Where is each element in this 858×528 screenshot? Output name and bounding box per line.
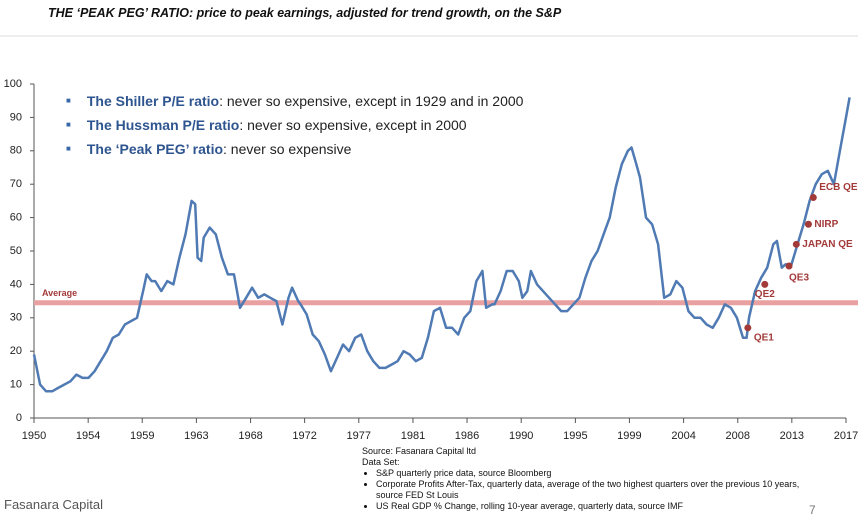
source-notes: Source: Fasanara Capital ltd Data Set: S… (362, 446, 822, 512)
source-item: Corporate Profits After-Tax, quarterly d… (376, 479, 822, 501)
x-tick-label: 1954 (76, 430, 100, 442)
y-tick-label: 10 (10, 379, 22, 391)
source-list: S&P quarterly price data, source Bloombe… (362, 468, 822, 512)
bullet: The Shiller P/E ratio: never so expensiv… (66, 93, 524, 117)
bullet-list: The Shiller P/E ratio: never so expensiv… (66, 93, 524, 165)
y-tick-label: 40 (10, 278, 22, 290)
annotation-dot (804, 220, 812, 228)
x-tick-label: 1990 (509, 430, 533, 442)
x-tick-label: 1986 (455, 430, 479, 442)
annotation-dot (761, 280, 769, 288)
x-tick-label: 2013 (780, 430, 804, 442)
annotation-label: QE1 (754, 332, 774, 343)
x-tick-label: 1981 (401, 430, 425, 442)
y-tick-label: 90 (10, 111, 22, 123)
line (32, 97, 851, 393)
annotation-dot (809, 194, 817, 202)
x-tick-label: 1977 (347, 430, 371, 442)
y-tick-label: 30 (10, 312, 22, 324)
y-tick-label: 80 (10, 145, 22, 157)
x-tick-label: 2004 (671, 430, 695, 442)
annotation-label: NIRP (814, 219, 838, 230)
average-label: Average (42, 288, 77, 298)
x-tick-label: 2008 (726, 430, 750, 442)
company-name: Fasanara Capital (4, 497, 103, 512)
annotation-label: ECB QE (819, 182, 858, 193)
x-tick-label: 1959 (130, 430, 154, 442)
y-tick-label: 100 (4, 78, 22, 90)
x-tick-label: 1972 (292, 430, 316, 442)
source-heading: Source: Fasanara Capital ltd (362, 446, 477, 456)
annotation-dot (792, 240, 800, 248)
x-tick-label: 2017 (834, 430, 858, 442)
bullet: The ‘Peak PEG’ ratio: never so expensive (66, 141, 523, 165)
annotation-label: QE3 (789, 273, 809, 284)
bullet-text: : never so expensive, except in 1929 and… (219, 93, 524, 109)
bullet-text: : never so expensive (223, 141, 352, 157)
annotation-dot (744, 324, 752, 332)
source-subheading: Data Set: (362, 457, 400, 467)
y-tick-label: 70 (10, 178, 22, 190)
bullet-bold: The ‘Peak PEG’ ratio (86, 141, 224, 157)
x-tick-label: 1963 (184, 430, 208, 442)
annotation-label: QE2 (755, 289, 775, 300)
x-tick-label: 1999 (617, 430, 641, 442)
y-tick-label: 0 (16, 412, 22, 424)
annotation-dot (785, 262, 793, 270)
y-tick-label: 60 (10, 212, 22, 224)
page-number: 7 (809, 503, 816, 517)
title: THE ‘PEAK PEG’ RATIO: price to peak earn… (48, 6, 562, 20)
source-item: S&P quarterly price data, source Bloombe… (376, 468, 822, 479)
x-tick-label: 1968 (238, 430, 262, 442)
bullet-bold: The Shiller P/E ratio (86, 93, 220, 109)
bullet-text: : never so expensive, except in 2000 (239, 117, 467, 133)
source-item: US Real GDP % Change, rolling 10-year av… (376, 501, 822, 512)
annotation-label: JAPAN QE (802, 239, 853, 250)
x-tick-label: 1950 (22, 430, 46, 442)
y-tick-label: 50 (10, 245, 22, 257)
y-tick-label: 20 (10, 345, 22, 357)
bullet-bold: The Hussman P/E ratio (86, 117, 240, 133)
x-tick-label: 1995 (563, 430, 587, 442)
bullet: The Hussman P/E ratio: never so expensiv… (66, 117, 523, 141)
